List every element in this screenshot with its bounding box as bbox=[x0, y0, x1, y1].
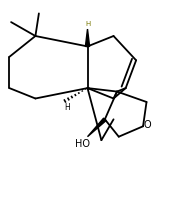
Text: H: H bbox=[64, 103, 69, 112]
Polygon shape bbox=[88, 118, 106, 137]
Text: O: O bbox=[144, 120, 151, 130]
Text: H: H bbox=[85, 21, 90, 27]
Polygon shape bbox=[85, 29, 90, 46]
Text: HO: HO bbox=[75, 139, 90, 149]
